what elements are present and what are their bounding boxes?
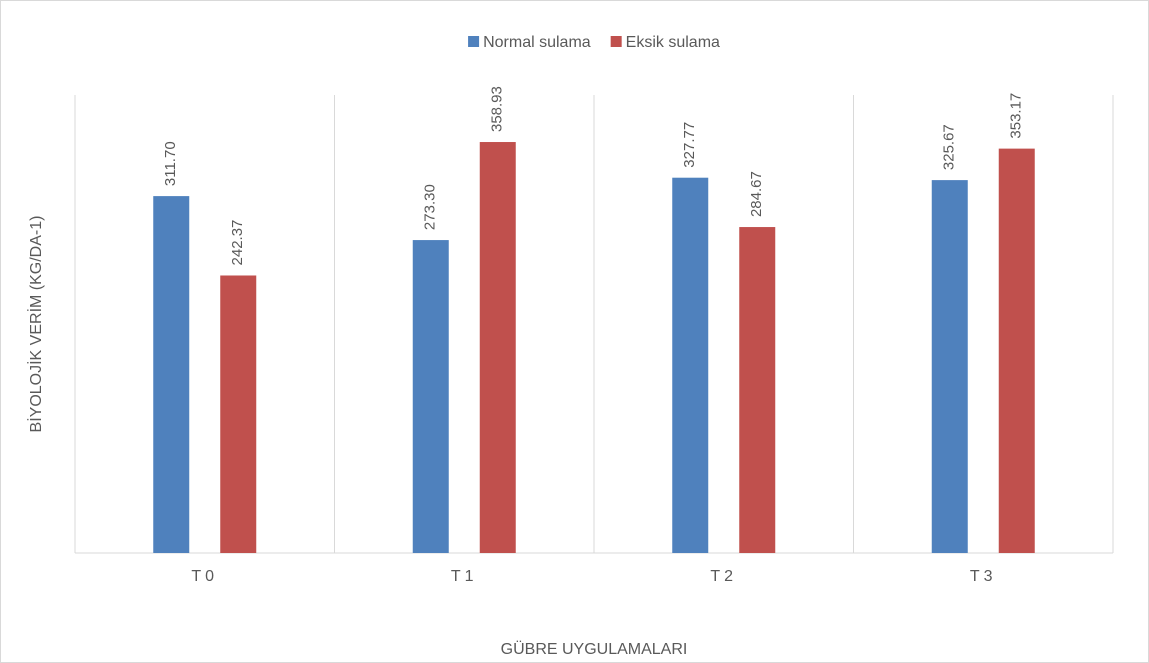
bar (931, 180, 968, 553)
bar (153, 196, 190, 553)
data-label: 358.93 (489, 86, 506, 132)
bar (739, 227, 776, 553)
data-label: 242.37 (229, 220, 246, 266)
legend-swatch (610, 36, 622, 47)
data-label: 284.67 (748, 171, 765, 217)
x-axis-title: GÜBRE UYGULAMALARI (501, 640, 688, 658)
legend-swatch (468, 36, 480, 47)
x-tick-label: T3 (970, 568, 997, 585)
x-tick-label: T1 (451, 568, 478, 585)
legend-label: Eksik sulama (626, 34, 720, 51)
data-label: 325.67 (941, 124, 958, 170)
x-tick-label: T0 (191, 568, 218, 585)
legend-label: Normal sulama (483, 34, 591, 51)
x-tick-label: T2 (710, 568, 737, 585)
data-label: 327.77 (681, 122, 698, 168)
data-label: 353.17 (1008, 93, 1025, 139)
bar (412, 240, 449, 553)
data-label: 311.70 (162, 141, 179, 186)
bar (479, 142, 516, 553)
bar (672, 177, 709, 553)
data-label: 273.30 (422, 184, 439, 230)
bar (998, 148, 1035, 553)
bar (220, 275, 257, 553)
y-axis-title: BİYOLOJİK VERİM (KG/DA-1) (26, 216, 45, 433)
